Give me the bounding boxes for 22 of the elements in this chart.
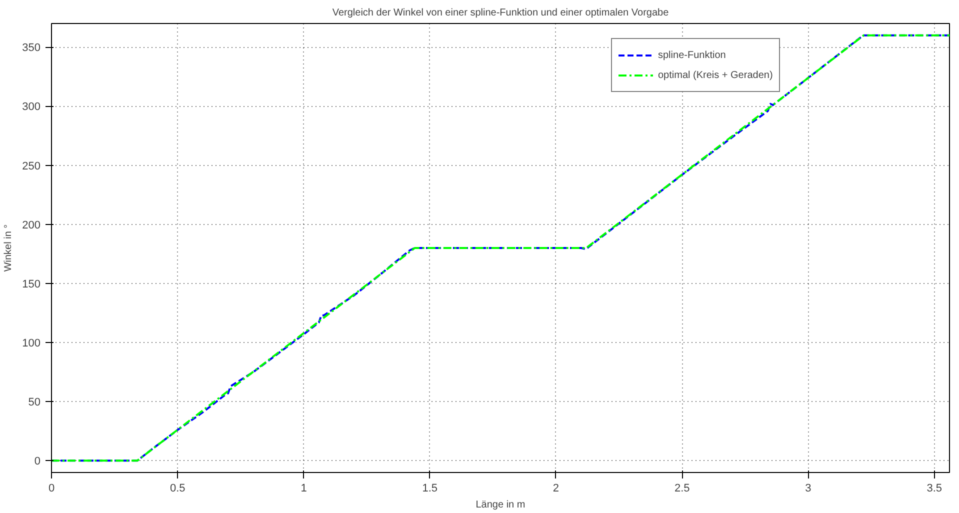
y-axis-title: Winkel in ° <box>3 224 14 272</box>
legend-label: optimal (Kreis + Geraden) <box>658 70 773 80</box>
y-tick-label: 150 <box>22 278 41 290</box>
x-tick-label: 2 <box>552 482 560 494</box>
y-tick-label: 250 <box>22 160 41 172</box>
x-tick-label: 2.5 <box>674 482 690 494</box>
line-series <box>52 34 950 462</box>
y-tick-label: 100 <box>22 338 41 350</box>
y-tick-label: 300 <box>22 101 41 114</box>
x-tick-label: 1.5 <box>422 482 438 494</box>
y-tick-label: 350 <box>22 42 41 54</box>
x-tick-label: 3 <box>805 482 812 494</box>
x-tick-label: 1 <box>300 482 307 494</box>
y-tick-label: 0 <box>34 456 41 468</box>
y-tick-label: 200 <box>22 219 41 232</box>
chart-title: Vergleich der Winkel von einer spline-Funktion und einer optimalen Vorgabe <box>332 8 670 18</box>
x-tick-label: 3.5 <box>926 482 942 494</box>
x-axis-title: Länge in m <box>476 500 526 510</box>
legend-label: spline-Funktion <box>658 50 726 60</box>
x-tick-label: 0 <box>48 482 55 494</box>
x-tick-label: 0.5 <box>170 482 186 494</box>
y-tick-label: 50 <box>28 396 41 409</box>
